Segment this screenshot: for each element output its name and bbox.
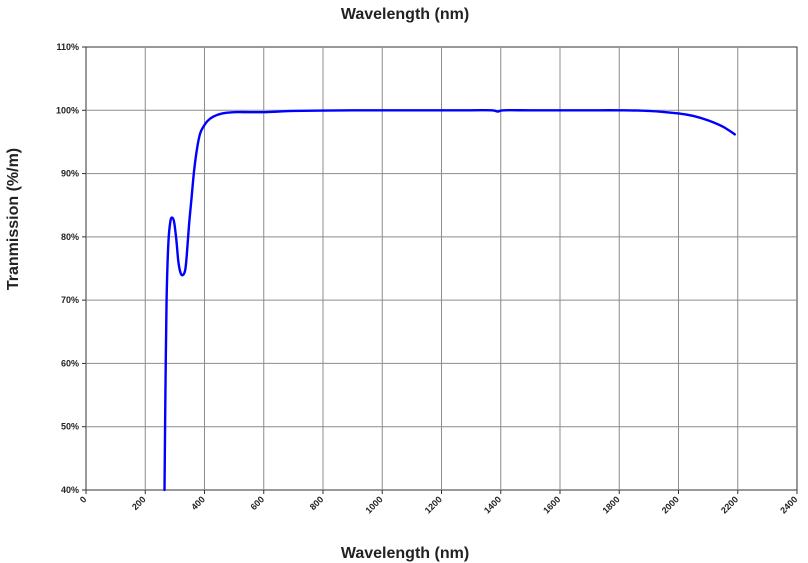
x-tick-labels: 0 200 400 600 800 1000 1200 1400 1600 1800 2000 220… (78, 494, 800, 515)
y-tick-label: 60% (61, 358, 79, 368)
x-tick-label: 2000 (660, 494, 681, 515)
y-tick-label: 50% (61, 422, 79, 432)
x-axis-label: Wavelength (nm) (341, 545, 469, 562)
x-tick-label: 600 (248, 494, 266, 512)
x-tick-label: 200 (130, 494, 148, 512)
x-tick-label: 2400 (778, 494, 799, 515)
x-tick-label: 2200 (719, 494, 740, 515)
x-tick-label: 800 (308, 494, 326, 512)
y-tick-labels: 40% 50% 60% 70% 80% 90% 100% 110% (56, 42, 79, 495)
x-tick-label: 400 (189, 494, 207, 512)
y-tick-label: 40% (61, 485, 79, 495)
x-tick-label: 1600 (541, 494, 562, 515)
chart-title: Wavelength (nm) (341, 6, 469, 23)
y-tick-label: 110% (56, 42, 79, 52)
y-tick-label: 80% (61, 232, 79, 242)
x-tick-label: 1000 (363, 494, 384, 515)
series-line (163, 108, 736, 492)
x-tick-label: 1200 (423, 494, 444, 515)
y-tick-label: 70% (61, 295, 79, 305)
x-tick-label: 1800 (600, 494, 621, 515)
grid-lines (86, 47, 797, 490)
x-tick-label: 0 (78, 494, 89, 505)
x-tick-label: 1400 (482, 494, 503, 515)
tick-marks (82, 46, 798, 494)
y-tick-label: 100% (56, 105, 79, 115)
y-tick-label: 90% (61, 169, 79, 179)
y-axis-label: Tranmission (%/m) (5, 148, 22, 290)
